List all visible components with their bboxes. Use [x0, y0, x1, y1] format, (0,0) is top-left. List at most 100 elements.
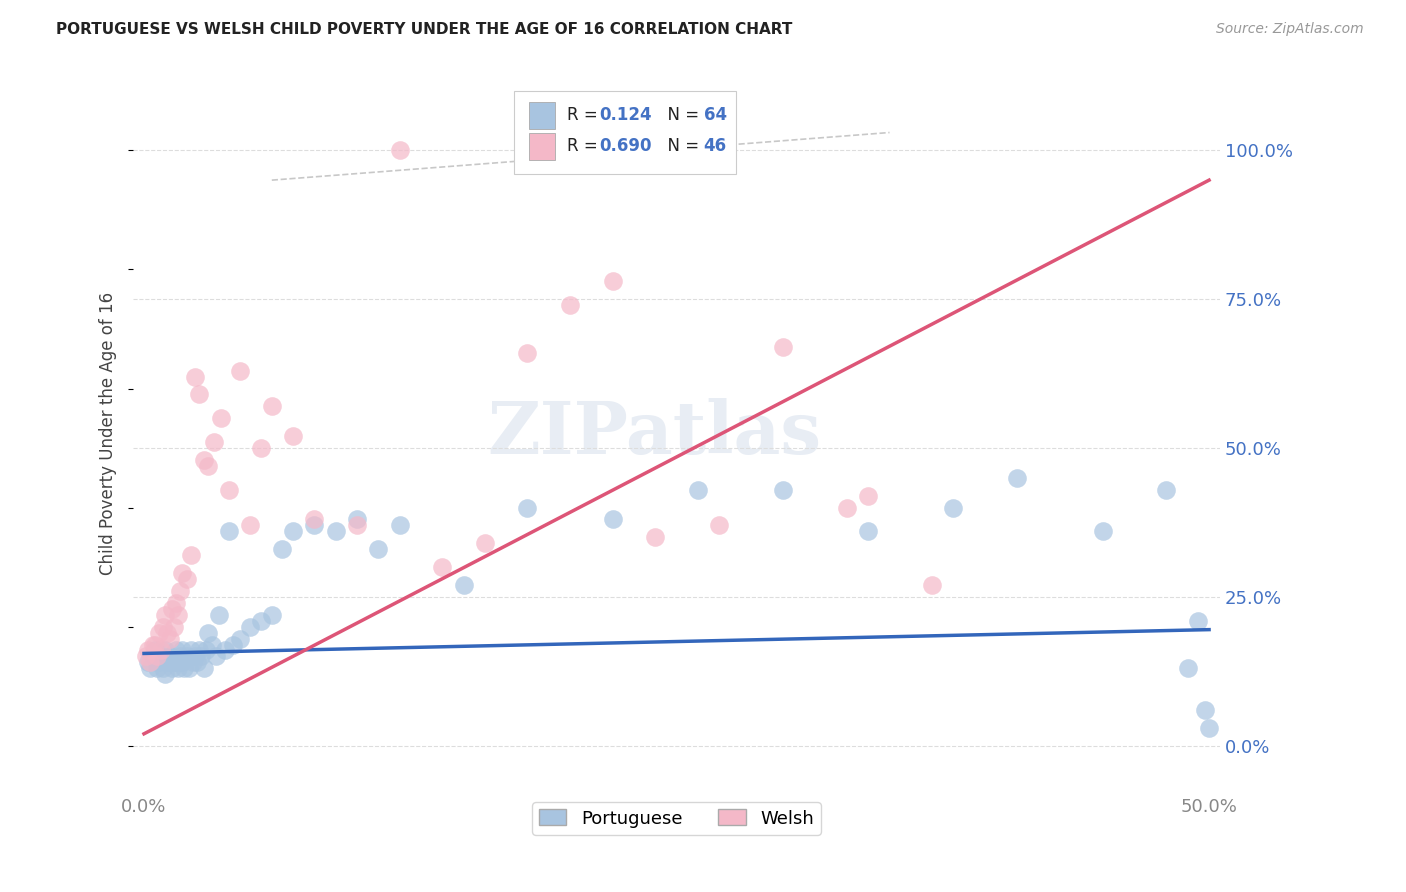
Point: [214, 643, 236, 657]
Point: [169, 649, 191, 664]
Point: [218, 524, 240, 539]
Point: [644, 530, 666, 544]
Point: [186, 656, 208, 670]
Point: [432, 560, 454, 574]
Point: [148, 656, 170, 670]
Point: [281, 429, 304, 443]
Point: [136, 643, 159, 657]
Point: [1198, 721, 1220, 735]
Point: [250, 614, 273, 628]
Point: [139, 656, 162, 670]
Point: [304, 518, 326, 533]
Point: [209, 411, 232, 425]
FancyBboxPatch shape: [529, 133, 555, 161]
Point: [184, 369, 207, 384]
Point: [152, 620, 174, 634]
Point: [163, 620, 186, 634]
Point: [155, 667, 177, 681]
Point: [177, 661, 200, 675]
Point: [172, 643, 194, 657]
Point: [159, 632, 181, 646]
Point: [453, 578, 475, 592]
Text: 0.124: 0.124: [599, 106, 652, 125]
Point: [858, 489, 880, 503]
Point: [155, 643, 177, 657]
Point: [260, 607, 283, 622]
Point: [388, 144, 411, 158]
Point: [707, 518, 730, 533]
Text: R =: R =: [567, 106, 603, 125]
Point: [1156, 483, 1178, 497]
Point: [148, 625, 170, 640]
Point: [304, 512, 326, 526]
Text: N =: N =: [657, 137, 704, 155]
Point: [772, 340, 794, 354]
Point: [1091, 524, 1114, 539]
Point: [271, 542, 294, 557]
Point: [169, 583, 191, 598]
Point: [184, 649, 207, 664]
Point: [143, 638, 166, 652]
Text: 46: 46: [703, 137, 727, 155]
Point: [188, 387, 211, 401]
Point: [172, 566, 194, 580]
Point: [388, 518, 411, 533]
Point: [172, 656, 194, 670]
Point: [942, 500, 965, 515]
Point: [218, 483, 240, 497]
Text: PORTUGUESE VS WELSH CHILD POVERTY UNDER THE AGE OF 16 CORRELATION CHART: PORTUGUESE VS WELSH CHILD POVERTY UNDER …: [56, 22, 793, 37]
Text: ZIPatlas: ZIPatlas: [488, 398, 823, 468]
Point: [602, 512, 624, 526]
Point: [165, 596, 187, 610]
Point: [858, 524, 880, 539]
Point: [346, 512, 368, 526]
Point: [835, 500, 858, 515]
Point: [194, 643, 217, 657]
Point: [325, 524, 347, 539]
Point: [346, 518, 368, 533]
Point: [165, 643, 187, 657]
Point: [193, 453, 215, 467]
Point: [173, 661, 195, 675]
Point: [190, 649, 212, 664]
Point: [516, 346, 538, 360]
Point: [516, 500, 538, 515]
Y-axis label: Child Poverty Under the Age of 16: Child Poverty Under the Age of 16: [100, 292, 117, 574]
Point: [193, 661, 215, 675]
Point: [167, 607, 190, 622]
Point: [167, 661, 190, 675]
Point: [686, 483, 709, 497]
Point: [229, 632, 252, 646]
Legend: Portuguese, Welsh: Portuguese, Welsh: [531, 802, 821, 835]
Point: [260, 400, 283, 414]
Point: [1194, 703, 1216, 717]
Point: [229, 364, 252, 378]
FancyBboxPatch shape: [513, 91, 737, 174]
Text: 64: 64: [703, 106, 727, 125]
Point: [474, 536, 496, 550]
Point: [141, 638, 163, 652]
Point: [160, 602, 183, 616]
Point: [202, 435, 225, 450]
Point: [145, 656, 167, 670]
Point: [152, 661, 174, 675]
Text: 0.690: 0.690: [599, 137, 652, 155]
Point: [188, 643, 211, 657]
Point: [139, 661, 162, 675]
Point: [205, 649, 228, 664]
Point: [155, 607, 177, 622]
Point: [176, 572, 198, 586]
Point: [156, 656, 179, 670]
Point: [1177, 661, 1199, 675]
Point: [197, 458, 219, 473]
Point: [143, 643, 166, 657]
Point: [281, 524, 304, 539]
Point: [145, 649, 167, 664]
Point: [222, 638, 245, 652]
Point: [367, 542, 389, 557]
Point: [180, 643, 202, 657]
Point: [1187, 614, 1209, 628]
Point: [176, 649, 198, 664]
Text: N =: N =: [657, 106, 704, 125]
Point: [1007, 471, 1029, 485]
